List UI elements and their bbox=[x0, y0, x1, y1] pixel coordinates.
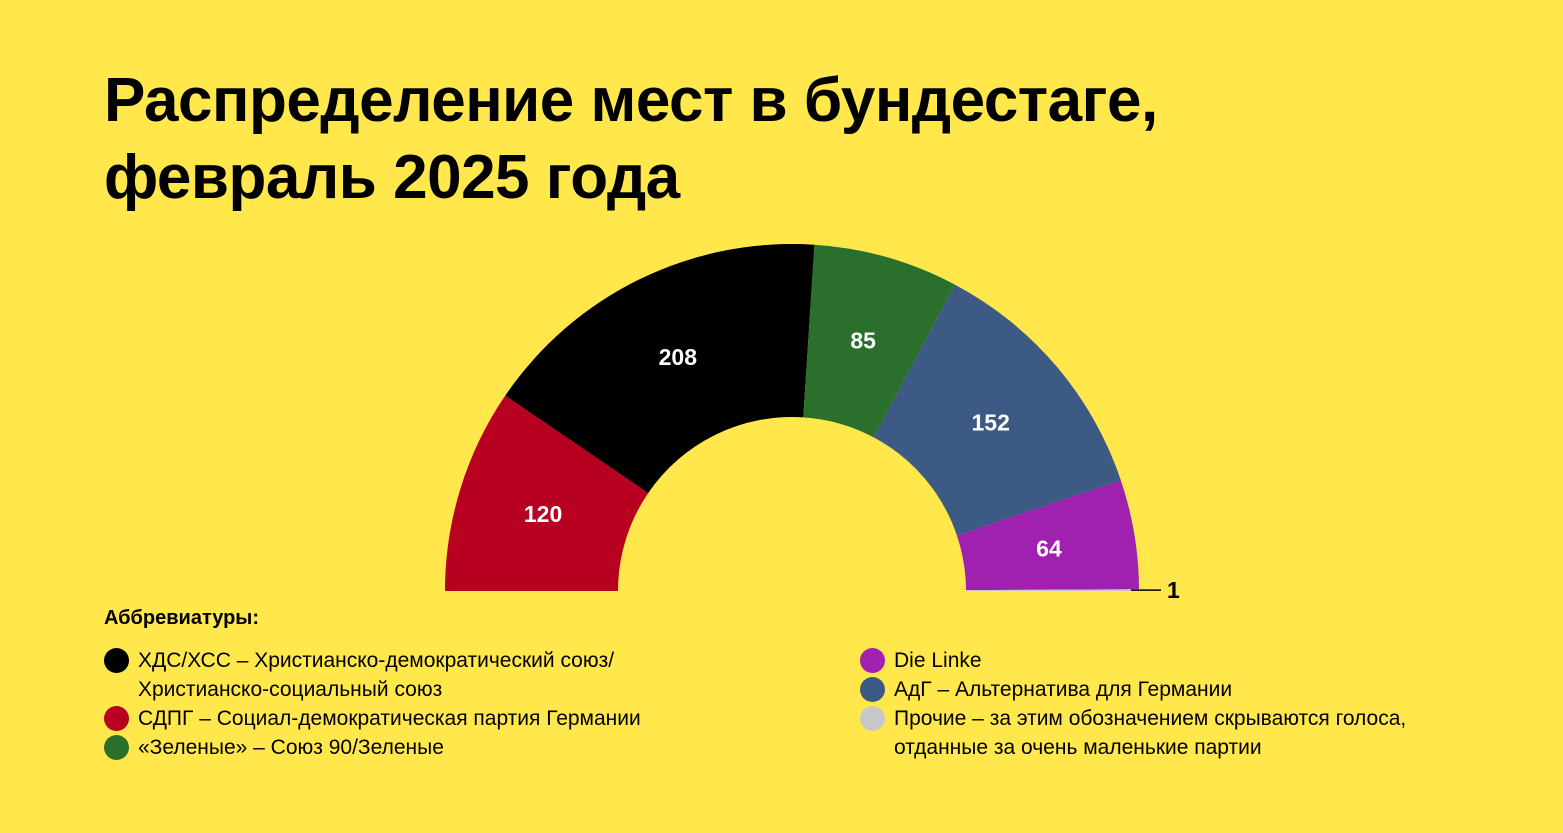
legend-column-left: ХДС/ХСС – Христианско-демократический со… bbox=[104, 646, 804, 762]
legend-text-linke: Die Linke bbox=[894, 649, 982, 672]
legend-item-other: Прочие – за этим обозначением скрываются… bbox=[860, 704, 1540, 762]
legend-swatch-spd bbox=[104, 706, 129, 731]
legend-text-afd: АдГ – Альтернатива для Германии bbox=[894, 678, 1233, 701]
legend-swatch-other bbox=[860, 706, 885, 731]
legend-swatch-linke bbox=[860, 648, 885, 673]
legend-swatch-afd bbox=[860, 677, 885, 702]
legend-item-afd: АдГ – Альтернатива для Германии bbox=[860, 675, 1540, 704]
segment-linke bbox=[956, 480, 1139, 591]
segment-cdu bbox=[505, 244, 815, 493]
legend-swatch-cdu bbox=[104, 648, 129, 673]
segment-label-greens: 85 bbox=[850, 327, 876, 353]
segment-label-cdu: 208 bbox=[659, 344, 698, 370]
legend-text-spd: СДПГ – Социал-демократическая партия Гер… bbox=[138, 707, 641, 730]
segment-spd bbox=[445, 395, 649, 591]
legend-text-cdu-line2: Христианско-социальный союз bbox=[138, 678, 443, 701]
legend-text-greens: «Зеленые» – Союз 90/Зеленые bbox=[138, 736, 444, 759]
legend-item-cdu: ХДС/ХСС – Христианско-демократический со… bbox=[104, 646, 804, 704]
legend-text-other: Прочие – за этим обозначением скрываются… bbox=[894, 707, 1407, 730]
legend-item-linke: Die Linke bbox=[860, 646, 1540, 675]
legend-item-greens: «Зеленые» – Союз 90/Зеленые bbox=[104, 733, 804, 762]
segment-greens bbox=[803, 244, 955, 438]
segment-afd bbox=[873, 284, 1121, 536]
semicircle-chart: 120 208 85 152 64 1 bbox=[445, 244, 1180, 600]
segment-label-other: 1 bbox=[1167, 577, 1180, 600]
chart-title: Распределение мест в бундестаге, февраль… bbox=[104, 66, 1158, 212]
legend-swatch-greens bbox=[104, 735, 129, 760]
segment-other bbox=[965, 589, 1139, 591]
legend-heading: Аббревиатуры: bbox=[104, 607, 260, 629]
segment-label-linke: 64 bbox=[1036, 535, 1062, 561]
legend-text-cdu: ХДС/ХСС – Христианско-демократический со… bbox=[138, 649, 615, 672]
legend-column-right: Die Linke АдГ – Альтернатива для Германи… bbox=[860, 646, 1540, 762]
segment-label-spd: 120 bbox=[524, 501, 562, 527]
segment-label-afd: 152 bbox=[972, 410, 1010, 436]
legend-text-other-line2: отданные за очень маленькие партии bbox=[894, 736, 1262, 759]
legend-item-spd: СДПГ – Социал-демократическая партия Гер… bbox=[104, 704, 804, 733]
